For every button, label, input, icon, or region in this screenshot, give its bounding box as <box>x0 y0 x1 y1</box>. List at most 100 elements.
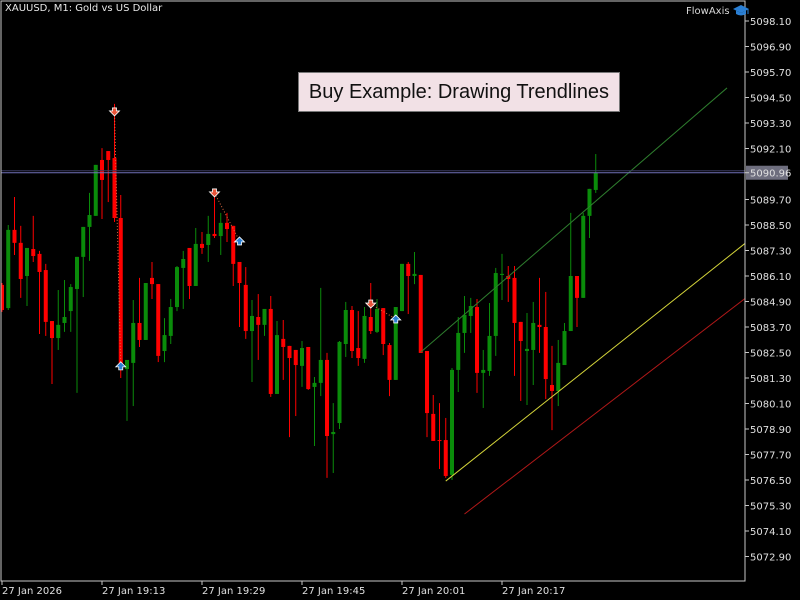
candle <box>525 312 529 405</box>
candle <box>468 297 473 333</box>
candle <box>137 277 142 347</box>
bid-price-label: 5090.96 <box>750 169 791 180</box>
candle <box>462 295 467 353</box>
candle <box>268 295 273 397</box>
candle-body <box>237 261 242 284</box>
candle-body <box>93 164 98 216</box>
candle-body <box>175 267 179 308</box>
candle-body <box>450 369 454 475</box>
candle-body <box>300 348 304 366</box>
candle-body <box>18 242 23 279</box>
candle-body <box>56 324 61 339</box>
candle <box>568 212 573 332</box>
candle-body <box>418 274 423 353</box>
candle-body <box>375 308 379 332</box>
candle-body <box>250 315 254 332</box>
candle <box>318 287 323 397</box>
candle <box>500 253 504 301</box>
chart-title: XAUUSD, M1: Gold vs US Dollar <box>5 3 163 14</box>
y-tick-label: 5086.10 <box>750 272 791 283</box>
trendline-lower <box>464 297 745 515</box>
candle-body <box>206 233 211 245</box>
candle <box>68 284 73 332</box>
candle <box>206 215 211 262</box>
candle <box>400 263 404 312</box>
example-banner: Buy Example: Drawing Trendlines <box>298 72 620 112</box>
y-tick-label: 5093.30 <box>750 119 791 130</box>
candle-body <box>462 314 467 333</box>
signal-connector-line <box>214 192 240 242</box>
candle-body <box>225 222 229 230</box>
candle-body <box>393 307 398 380</box>
candle <box>512 266 517 376</box>
candle-body <box>81 226 86 257</box>
candle <box>306 346 311 390</box>
candle-body <box>243 284 248 332</box>
candle-body <box>187 247 192 286</box>
candle-body <box>587 188 592 216</box>
y-tick-label: 5074.10 <box>750 527 791 538</box>
candle-body <box>256 317 261 325</box>
candle-body <box>562 331 567 366</box>
candle <box>587 188 592 238</box>
candle-body <box>12 229 17 243</box>
y-tick-label: 5078.90 <box>750 425 791 436</box>
candle <box>493 267 498 356</box>
candle-body <box>318 359 323 383</box>
sell-arrow-icon <box>108 107 121 117</box>
y-tick-label: 5080.10 <box>750 400 791 411</box>
y-tick-label: 5089.70 <box>750 196 791 207</box>
y-tick-label: 5075.30 <box>750 502 791 513</box>
candle <box>431 395 436 441</box>
candle <box>93 164 98 216</box>
candle-body <box>325 359 329 437</box>
signal-connector-line <box>114 111 122 366</box>
candle-body <box>125 359 129 370</box>
candle-body <box>218 222 223 237</box>
candle-body <box>456 332 461 370</box>
candle-body <box>531 322 536 350</box>
candle <box>556 339 561 407</box>
candle <box>87 192 92 261</box>
candle-body <box>137 322 142 340</box>
candle-body <box>106 151 111 160</box>
candle <box>562 322 567 366</box>
candle-body <box>68 287 73 312</box>
y-tick-label: 5088.50 <box>750 221 791 232</box>
candle-body <box>275 335 279 394</box>
candle <box>168 298 173 344</box>
candle <box>381 308 386 356</box>
candle-body <box>343 310 348 344</box>
candle-body <box>550 385 554 391</box>
candle <box>593 154 598 193</box>
candle-body <box>425 351 429 414</box>
brand-logo: FlowAxis <box>686 5 749 17</box>
candle <box>125 359 129 421</box>
candle-body <box>356 348 361 359</box>
candle-body <box>43 270 48 322</box>
candle-body <box>112 158 117 218</box>
y-tick-label: 5072.90 <box>750 553 791 564</box>
plot-area <box>1 87 745 515</box>
candle <box>456 317 461 393</box>
candle <box>218 212 223 255</box>
candle-body <box>162 335 167 352</box>
candle <box>143 283 148 340</box>
candle <box>425 351 429 438</box>
candle-body <box>312 382 317 387</box>
candle-body <box>25 247 29 276</box>
candle-body <box>493 273 498 336</box>
candle-body <box>200 243 204 248</box>
trendline-middle <box>445 242 745 482</box>
candle <box>537 277 542 353</box>
buy-arrow-icon <box>233 236 246 246</box>
candle <box>75 256 79 393</box>
candle-body <box>368 317 373 332</box>
candle <box>256 294 261 360</box>
candle <box>62 280 67 332</box>
candle-body <box>406 263 411 276</box>
candle-body <box>500 273 504 275</box>
x-tick-label: 27 Jan 19:29 <box>202 586 265 597</box>
candle-body <box>87 215 92 227</box>
candle-body <box>50 321 54 339</box>
